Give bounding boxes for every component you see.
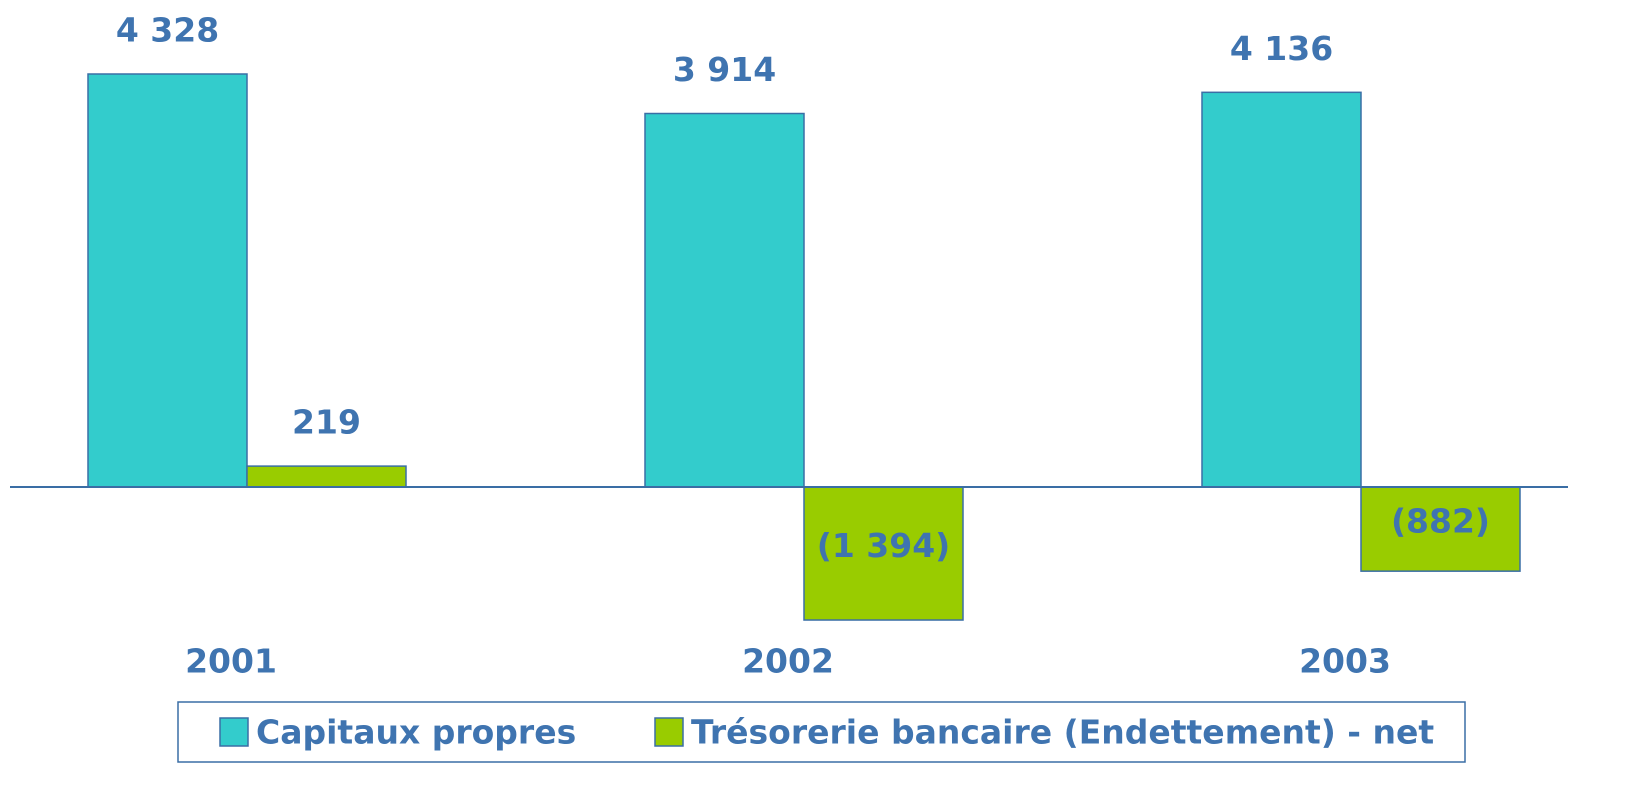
x-tick-label: 2001 xyxy=(185,642,277,681)
legend-label: Trésorerie bancaire (Endettement) - net xyxy=(691,713,1434,752)
x-tick-label: 2003 xyxy=(1299,642,1391,681)
data-label: 4 136 xyxy=(1230,29,1333,68)
legend-swatch xyxy=(219,717,249,747)
bar xyxy=(803,486,964,621)
data-label: (1 394) xyxy=(817,526,951,565)
bar xyxy=(1360,486,1521,572)
data-label: 4 328 xyxy=(116,11,219,50)
data-label: 3 914 xyxy=(673,50,776,89)
legend-swatch xyxy=(654,717,684,747)
legend-label: Capitaux propres xyxy=(256,713,576,752)
x-tick-label: 2002 xyxy=(742,642,834,681)
bar xyxy=(1201,91,1362,488)
data-label: (882) xyxy=(1391,502,1490,541)
data-label: 219 xyxy=(292,403,361,442)
bar xyxy=(644,112,805,488)
bar xyxy=(246,465,407,488)
legend-box xyxy=(177,701,1466,763)
bar xyxy=(87,73,248,488)
